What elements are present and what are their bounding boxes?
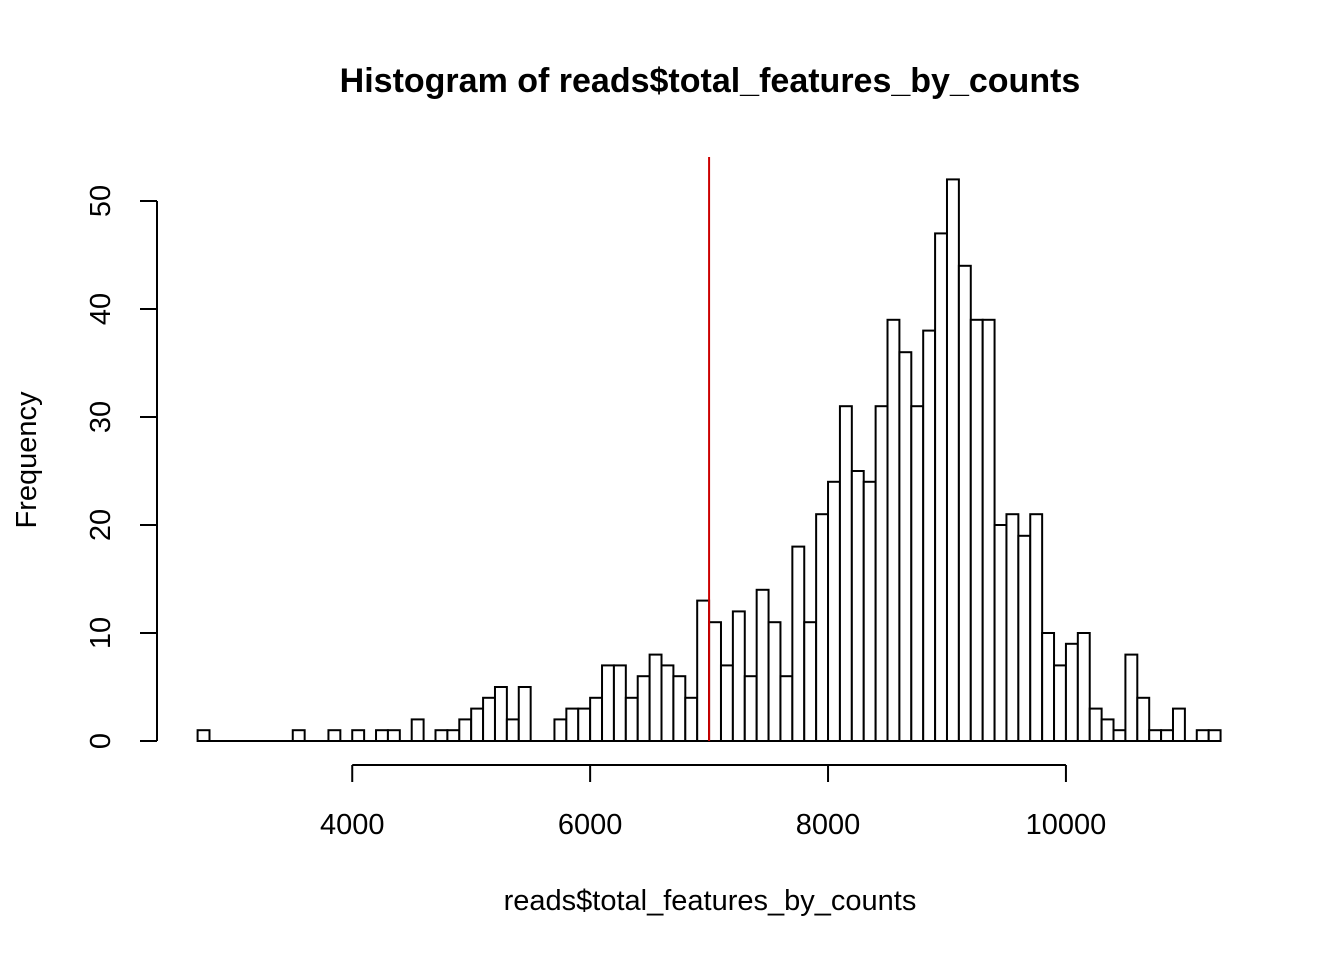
histogram-bar (351, 729, 366, 743)
x-tick-label: 6000 (558, 809, 623, 841)
histogram-bar (850, 470, 865, 742)
histogram-bar (648, 653, 663, 742)
histogram-bar (684, 696, 699, 742)
histogram-bar (779, 675, 794, 743)
x-axis-label: reads$total_features_by_counts (504, 885, 917, 917)
y-axis: 0 10 20 30 40 50 (85, 185, 158, 749)
histogram-bar (957, 264, 972, 742)
histogram-bar (482, 696, 496, 742)
histogram-bar (743, 675, 758, 743)
histogram-bar (660, 664, 675, 743)
histogram-bar (1017, 534, 1032, 742)
histogram-bar (1112, 729, 1127, 743)
histogram-bar (838, 405, 853, 742)
histogram-bar (517, 686, 532, 742)
histogram-bar (1195, 729, 1210, 743)
histogram-bar (493, 686, 508, 742)
histogram-bar (719, 664, 734, 743)
histogram-bar (589, 696, 604, 742)
histogram-bar (696, 599, 711, 742)
y-tick-label: 10 (85, 617, 117, 649)
histogram-bar (934, 232, 948, 742)
histogram-bar (791, 545, 806, 742)
histogram-bar (1076, 632, 1091, 742)
x-tick-label: 10000 (1026, 809, 1107, 841)
histogram-bar (1064, 642, 1079, 742)
histogram-bar (708, 621, 722, 743)
bars-group (196, 178, 1222, 743)
histogram-bar (1160, 729, 1174, 743)
histogram-bar (1041, 632, 1056, 742)
histogram-bar (327, 729, 342, 743)
histogram-bar (446, 729, 461, 743)
histogram-bar (1136, 696, 1151, 742)
histogram-bar (1207, 729, 1222, 743)
histogram-bar (969, 318, 984, 742)
histogram-bar (612, 664, 627, 743)
histogram-bar (815, 513, 830, 743)
histogram-bar (386, 729, 401, 743)
histogram-bar (1124, 653, 1139, 742)
histogram-bar (553, 718, 568, 743)
histogram-bar (874, 405, 889, 742)
histogram-bar (922, 329, 937, 742)
histogram-bar (1171, 707, 1186, 742)
histogram-bar (291, 729, 306, 743)
y-tick-label: 0 (85, 733, 117, 749)
histogram-bar (993, 524, 1008, 742)
histogram-bar (945, 178, 960, 742)
histogram-bar (1029, 513, 1044, 743)
histogram-bar (1053, 664, 1067, 743)
histogram-bar (636, 675, 651, 743)
histogram-bar (731, 610, 746, 743)
chart-title: Histogram of reads$total_features_by_cou… (340, 62, 1081, 100)
y-tick-label: 50 (85, 185, 117, 217)
histogram-bar (458, 718, 473, 743)
histogram-bar (375, 729, 389, 743)
histogram-bar (565, 707, 580, 742)
histogram-bar (898, 351, 913, 742)
y-axis-label: Frequency (11, 391, 43, 529)
histogram-bar (1100, 718, 1115, 743)
histogram-bar (1005, 513, 1020, 743)
x-tick-label: 8000 (796, 809, 861, 841)
histogram-bar (886, 318, 901, 742)
histogram-bar (910, 405, 925, 742)
histogram-bar (577, 707, 592, 742)
histogram-bar (601, 664, 615, 743)
histogram-bar (1148, 729, 1163, 743)
histogram-bar (803, 621, 818, 743)
histogram-bar (470, 707, 485, 742)
x-tick-label: 4000 (320, 809, 385, 841)
histogram-bar (767, 621, 782, 743)
histogram-bar (862, 480, 877, 742)
histogram-bar (827, 480, 841, 742)
x-axis: 4000 6000 8000 10000 (320, 764, 1107, 841)
histogram-bar (410, 718, 425, 743)
histogram-bar (1088, 707, 1103, 742)
y-tick-label: 40 (85, 293, 117, 325)
y-tick-label: 20 (85, 509, 117, 541)
histogram-bar (755, 588, 770, 742)
histogram-bar (672, 675, 687, 743)
histogram-bar (624, 696, 639, 742)
histogram-bar (981, 318, 996, 742)
histogram-bar (434, 729, 449, 743)
histogram-bar (196, 729, 211, 743)
y-tick-label: 30 (85, 401, 117, 433)
histogram-bar (505, 718, 520, 743)
